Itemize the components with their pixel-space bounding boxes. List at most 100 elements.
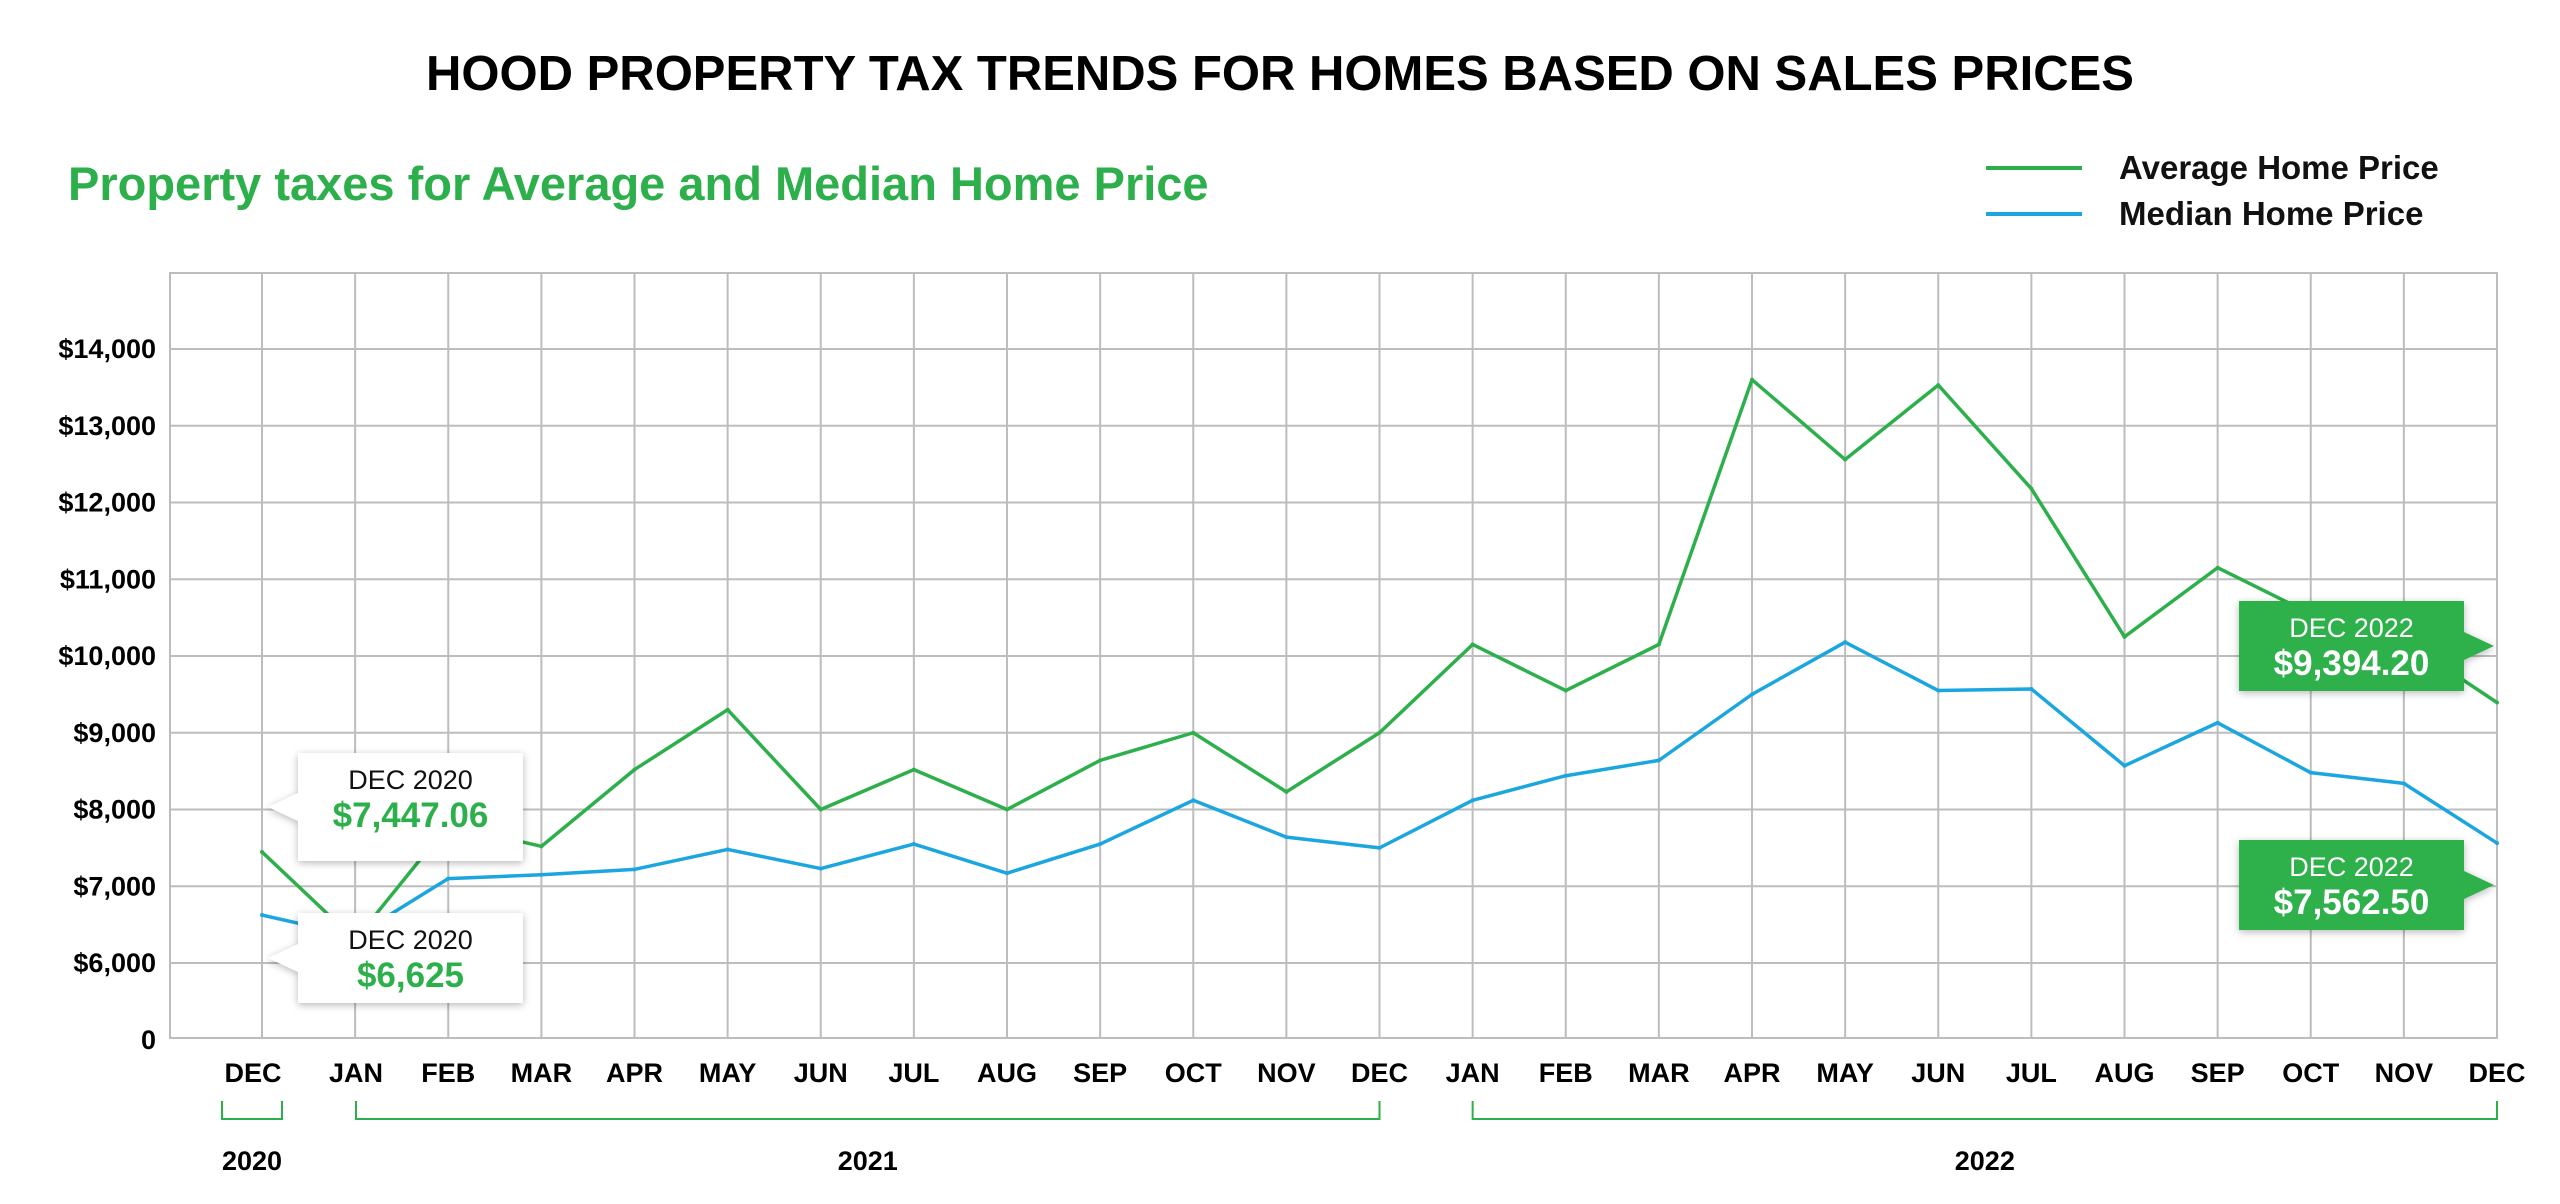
data-point <box>2215 720 2220 725</box>
data-point <box>911 842 916 847</box>
x-tick-label: SEP <box>1073 1058 1127 1088</box>
y-tick-label: 0 <box>141 1025 156 1055</box>
data-point <box>1843 640 1848 645</box>
grid <box>169 272 2498 1039</box>
chart-subtitle: Property taxes for Average and Median Ho… <box>68 157 1209 210</box>
x-tick-label: OCT <box>1165 1058 1223 1088</box>
data-point <box>1656 758 1661 763</box>
callout-date: DEC 2020 <box>348 765 473 795</box>
data-point <box>1098 758 1103 763</box>
year-bracket <box>355 1101 1381 1120</box>
y-tick-label: $14,000 <box>58 334 156 364</box>
x-tick-label: MAY <box>699 1058 757 1088</box>
x-tick-label: MAR <box>1628 1058 1690 1088</box>
callout: DEC 2022$7,562.50 <box>2239 840 2494 930</box>
year-label: 2020 <box>222 1146 282 1176</box>
data-point <box>1005 871 1009 876</box>
y-tick-label: $12,000 <box>58 488 156 518</box>
data-point <box>1191 730 1196 735</box>
callout-date: DEC 2022 <box>2289 613 2414 643</box>
year-label: 2021 <box>838 1146 898 1176</box>
data-point <box>725 847 730 852</box>
data-point <box>1470 798 1475 803</box>
data-point <box>2122 763 2127 768</box>
chart-title: HOOD PROPERTY TAX TRENDS FOR HOMES BASED… <box>426 47 2134 101</box>
x-tick-label: FEB <box>421 1058 475 1088</box>
year-bracket <box>221 1101 283 1120</box>
x-tick-label: AUG <box>2095 1058 2155 1088</box>
data-point <box>1191 798 1196 803</box>
data-point <box>2495 700 2499 705</box>
x-tick-label: JUN <box>794 1058 848 1088</box>
x-tick-label: JAN <box>1446 1058 1500 1088</box>
data-point <box>1377 845 1382 850</box>
data-point <box>2029 486 2034 491</box>
x-tick-label: DEC <box>1351 1058 1408 1088</box>
data-point <box>1284 789 1289 794</box>
x-axis: DEC JAN FEB MAR APR MAY JUN JUL AUG SEP OCT NOV DEC J… <box>221 1058 2526 1176</box>
y-tick-label: $9,000 <box>73 718 156 748</box>
x-tick-label: APR <box>606 1058 663 1088</box>
data-point <box>1936 688 1941 693</box>
year-label: 2022 <box>1955 1146 2015 1176</box>
series-lines <box>260 377 2499 942</box>
callout: DEC 2022$9,394.20 <box>2239 601 2494 691</box>
legend: Average Home Price Median Home Price <box>1986 149 2439 232</box>
data-point <box>1750 692 1754 697</box>
data-point <box>911 767 916 772</box>
data-point <box>539 844 544 849</box>
data-point <box>2215 565 2220 570</box>
legend-label: Median Home Price <box>2119 195 2423 232</box>
data-point <box>1750 377 1754 382</box>
x-tick-label: JAN <box>329 1058 383 1088</box>
data-point <box>818 866 823 871</box>
callout-value: $9,394.20 <box>2274 644 2430 683</box>
data-point <box>1098 842 1103 847</box>
callout-date: DEC 2022 <box>2289 852 2414 882</box>
callout-box <box>2239 840 2494 930</box>
data-point <box>1563 773 1568 778</box>
y-tick-label: $7,000 <box>73 871 156 901</box>
x-tick-label: MAY <box>1816 1058 1874 1088</box>
x-tick-label: SEP <box>2191 1058 2245 1088</box>
data-point <box>1470 642 1475 647</box>
data-point <box>2495 841 2499 846</box>
data-point <box>1005 807 1009 812</box>
x-tick-label: NOV <box>1257 1058 1316 1088</box>
y-tick-label: $10,000 <box>58 641 156 671</box>
legend-label: Average Home Price <box>2119 149 2439 186</box>
x-tick-label: APR <box>1723 1058 1780 1088</box>
year-bracket <box>1471 1101 2498 1120</box>
callout-box <box>268 753 523 861</box>
callout-date: DEC 2020 <box>348 925 473 955</box>
data-point <box>632 867 637 872</box>
x-tick-label: DEC <box>2468 1058 2525 1088</box>
data-point <box>1936 383 1941 388</box>
x-tick-label: MAR <box>511 1058 573 1088</box>
x-tick-label: AUG <box>977 1058 1037 1088</box>
data-point <box>446 876 451 881</box>
x-tick-label: JUL <box>888 1058 939 1088</box>
data-point <box>2308 770 2313 775</box>
x-tick-label: DEC <box>224 1058 281 1088</box>
x-tick-label: OCT <box>2282 1058 2340 1088</box>
data-point <box>260 913 264 918</box>
data-point <box>2401 781 2406 786</box>
callout-box <box>268 913 523 1003</box>
y-tick-label: $13,000 <box>58 411 156 441</box>
y-tick-label: $8,000 <box>73 795 156 825</box>
data-point <box>539 872 544 877</box>
x-tick-label: NOV <box>2375 1058 2434 1088</box>
y-tick-label: $6,000 <box>73 948 156 978</box>
x-tick-label: JUN <box>1911 1058 1965 1088</box>
callout: DEC 2020$6,625 <box>268 913 523 1003</box>
y-tick-label: $11,000 <box>60 564 156 594</box>
data-point <box>632 767 637 772</box>
data-point <box>1563 688 1568 693</box>
data-point <box>1656 642 1661 647</box>
callout-value: $7,562.50 <box>2274 883 2430 922</box>
x-tick-label: JUL <box>2006 1058 2057 1088</box>
data-point <box>2122 634 2127 639</box>
callout-value: $7,447.06 <box>333 796 489 835</box>
